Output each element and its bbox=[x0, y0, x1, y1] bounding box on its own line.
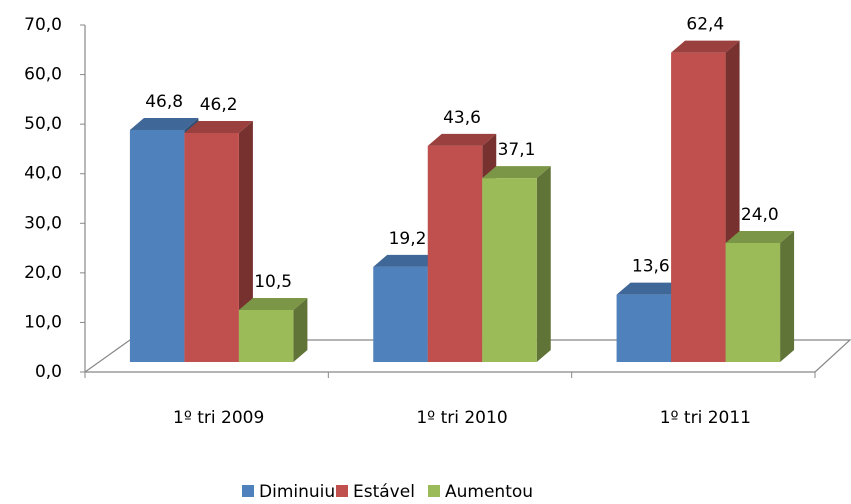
data-label: 10,5 bbox=[254, 272, 292, 292]
y-tick-label: 70,0 bbox=[24, 15, 62, 35]
data-label: 43,6 bbox=[443, 108, 481, 128]
bar-face bbox=[184, 120, 253, 133]
bar-face bbox=[482, 178, 537, 362]
data-label: 24,0 bbox=[741, 205, 779, 225]
legend-swatch bbox=[428, 485, 440, 497]
bar-face bbox=[725, 231, 795, 244]
x-tick-label: 1º tri 2011 bbox=[660, 408, 751, 428]
legend-swatch bbox=[242, 485, 254, 497]
bar-face bbox=[238, 309, 294, 362]
legend-label: Aumentou bbox=[445, 482, 533, 500]
y-tick-label: 60,0 bbox=[24, 65, 62, 85]
data-label: 46,2 bbox=[200, 95, 238, 115]
bar-face bbox=[616, 282, 686, 295]
x-tick-label: 1º tri 2010 bbox=[416, 408, 507, 428]
bar-face bbox=[427, 133, 497, 146]
y-tick-label: 50,0 bbox=[24, 114, 62, 134]
data-label: 46,8 bbox=[145, 92, 183, 112]
bar bbox=[725, 231, 795, 362]
bar-face bbox=[129, 130, 185, 362]
bar bbox=[238, 297, 308, 362]
bar-face bbox=[616, 294, 672, 362]
x-tick-label: 1º tri 2009 bbox=[173, 408, 264, 428]
bar-face bbox=[725, 243, 781, 362]
data-label: 37,1 bbox=[498, 140, 536, 160]
bar-face bbox=[184, 132, 239, 362]
bar-face bbox=[671, 52, 726, 362]
bar bbox=[482, 166, 551, 362]
y-tick-label: 40,0 bbox=[24, 164, 62, 184]
legend-label: Diminuiu bbox=[259, 482, 335, 500]
y-tick-label: 20,0 bbox=[24, 263, 62, 283]
bar-face bbox=[238, 297, 308, 310]
data-label: 62,4 bbox=[686, 15, 724, 35]
bar-face bbox=[427, 145, 483, 362]
bar-face bbox=[129, 118, 199, 131]
y-tick-label: 30,0 bbox=[24, 213, 62, 233]
bar-face bbox=[671, 40, 740, 53]
y-tick-label: 0,0 bbox=[35, 362, 62, 382]
y-tick-label: 10,0 bbox=[24, 312, 62, 332]
legend-label: Estável bbox=[353, 482, 415, 500]
bar-face bbox=[780, 231, 795, 362]
data-label: 13,6 bbox=[632, 257, 670, 277]
bar-face bbox=[373, 254, 442, 267]
data-label: 19,2 bbox=[389, 229, 427, 249]
bar-face bbox=[293, 297, 308, 362]
legend-swatch bbox=[336, 485, 348, 497]
bar-face bbox=[482, 166, 551, 179]
bar-face bbox=[373, 266, 428, 362]
bar-face bbox=[536, 166, 551, 362]
